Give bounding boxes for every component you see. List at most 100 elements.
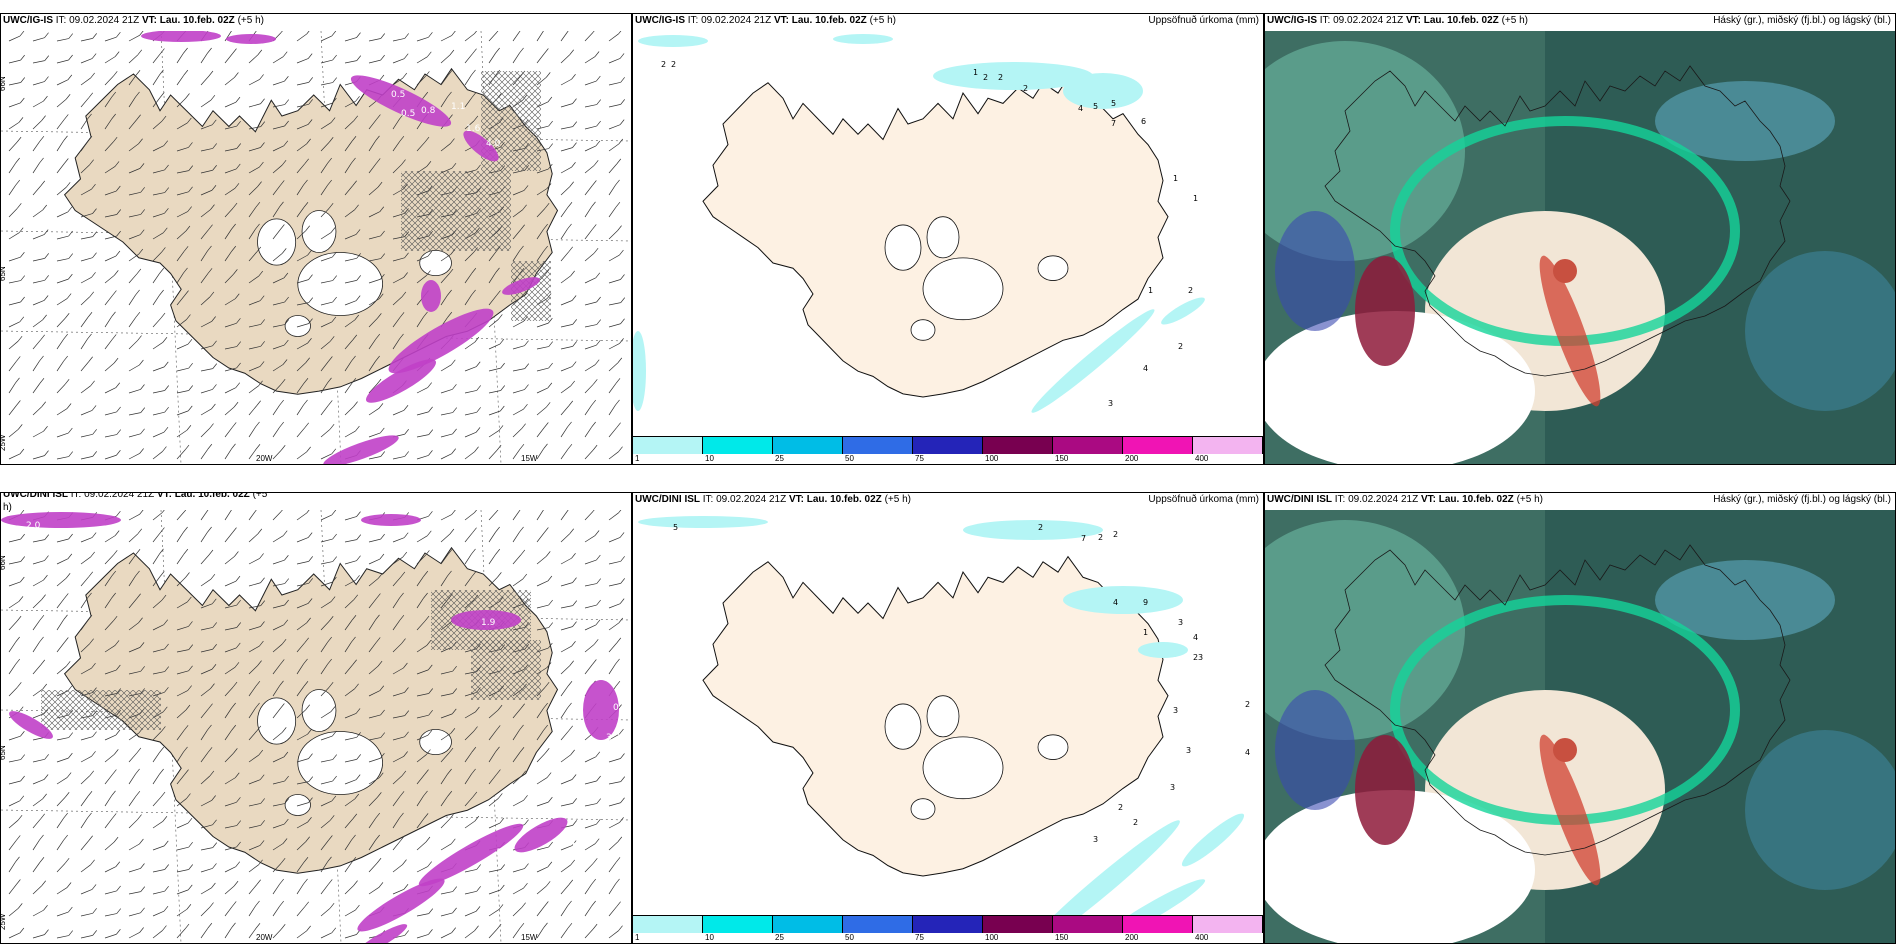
legend-swatch [633, 437, 703, 454]
legend-tick: 400 [1195, 454, 1209, 463]
panel-title: UWC/IG-IS IT: 09.02.2024 21Z VT: Lau. 10… [635, 15, 896, 26]
glacier [926, 695, 960, 738]
precip-legend: 1 10 25 50 75 100 150 200 400 [633, 436, 1263, 464]
precip-label: 2 [1133, 818, 1138, 827]
panel-subtitle: Háský (gr.), miðský (fj.bl.) og lágský (… [1713, 15, 1891, 26]
legend-swatch [843, 437, 913, 454]
precip-area [1181, 813, 1245, 867]
precip-label: 6 [1141, 117, 1146, 126]
precip-blob [421, 280, 441, 312]
glacier [1037, 255, 1069, 281]
legend-tick: 100 [985, 933, 999, 942]
contour-label: 0.5 [401, 109, 415, 119]
precip-label: 2 [661, 60, 666, 69]
precip-blob [350, 75, 452, 127]
legend-swatch [913, 437, 983, 454]
precip-label: 3 [1186, 746, 1191, 755]
precip-label: 5 [673, 523, 678, 532]
contour-label: 1.1 [451, 102, 465, 112]
panel-precip-bottom: UWC/DINI ISL IT: 09.02.2024 21Z VT: Lau.… [632, 492, 1264, 944]
glacier [301, 210, 337, 253]
contour-label: 2.0 [491, 374, 506, 384]
contour-label: 1.2 [406, 528, 420, 538]
precip-area [1031, 309, 1155, 413]
precip-label: 2 [1113, 530, 1118, 539]
panel-precip-top: UWC/IG-IS IT: 09.02.2024 21Z VT: Lau. 10… [632, 13, 1264, 465]
cloud-mid [1745, 251, 1895, 411]
precip-blob [357, 878, 445, 932]
panel-title: UWC/IG-IS IT: 09.02.2024 21Z VT: Lau. 10… [1267, 15, 1528, 26]
low-cloud [1355, 735, 1415, 845]
precip-blob [451, 610, 521, 630]
hatch-area [471, 640, 541, 700]
legend-swatch [1053, 437, 1123, 454]
precip-blob [141, 31, 221, 42]
legend-swatch [703, 437, 773, 454]
legend-swatch [843, 916, 913, 933]
clear-sea [1265, 311, 1535, 464]
precip-label: 2 [1188, 286, 1193, 295]
legend-swatch [773, 916, 843, 933]
precip-label: 1 [1173, 174, 1178, 183]
cloud-mid [1655, 560, 1835, 640]
contour-label: 0.5 [613, 703, 627, 713]
precip-label: 2 [1118, 803, 1123, 812]
legend-swatch [1193, 916, 1263, 933]
cloud-mid [1265, 41, 1465, 261]
precip-label: 2 [1193, 653, 1198, 662]
legend-swatch [1053, 916, 1123, 933]
precip-label: 3 [1198, 653, 1203, 662]
precip-area [833, 34, 893, 44]
glacier [884, 224, 922, 271]
precip-label: 4 [1193, 633, 1198, 642]
precip-label: 4 [1078, 104, 1083, 113]
panel-wind-top: UWC/IG-IS IT: 09.02.2024 21Z VT: Lau. 10… [0, 13, 632, 465]
precip-blob [1, 512, 121, 528]
wind-map: 2.0 1.2 1.9 0.5 3.2 2.4 1.8 1.5 66N 65N 25W 20W 15W [1, 510, 631, 943]
glacier [910, 319, 936, 341]
lon-label: 25W [1, 913, 7, 930]
glacier [297, 252, 383, 316]
precip-blob [418, 823, 524, 887]
legend-swatch [1123, 437, 1193, 454]
legend-tick: 75 [915, 933, 924, 942]
glacier [419, 729, 452, 755]
lon-label: 25W [1, 434, 7, 451]
cloud-mid [1745, 730, 1895, 890]
glacier [1037, 734, 1069, 760]
precip-area [638, 35, 708, 47]
precip-label: 9 [1143, 598, 1148, 607]
legend-tick: 200 [1125, 454, 1139, 463]
precip-label: 7 [1081, 534, 1086, 543]
precip-area [933, 62, 1093, 90]
precip-label: 1 [1193, 194, 1198, 203]
legend-tick: 25 [775, 454, 784, 463]
legend-tick: 50 [845, 933, 854, 942]
panel-title-wrap: h) [3, 502, 12, 513]
contour-label: 3.2 [606, 733, 620, 743]
legend-tick: 10 [705, 454, 714, 463]
legend-tick: 400 [1195, 933, 1209, 942]
precip-area [1161, 297, 1205, 325]
hatch-area [401, 171, 511, 251]
panel-title: UWC/DINI ISL IT: 09.02.2024 21Z VT: Lau.… [635, 494, 911, 505]
panel-wind-bottom: UWC/DINI ISL IT: 09.02.2024 21Z VT: Lau.… [0, 492, 632, 944]
panel-subtitle: Háský (gr.), miðský (fj.bl.) og lágský (… [1713, 494, 1891, 505]
panel-clouds-top: UWC/IG-IS IT: 09.02.2024 21Z VT: Lau. 10… [1264, 13, 1896, 465]
contour-label: 0.8 [421, 106, 436, 116]
legend-swatch [703, 916, 773, 933]
panel-clouds-bottom: UWC/DINI ISL IT: 09.02.2024 21Z VT: Lau.… [1264, 492, 1896, 944]
precip-label: 1 [1143, 628, 1148, 637]
glacier [284, 315, 311, 337]
precip-blob [366, 359, 436, 403]
panel-subtitle: Uppsöfnuð úrkoma (mm) [1148, 494, 1259, 505]
legend-swatch [1193, 437, 1263, 454]
precip-blob [226, 34, 276, 44]
panel-title: UWC/IG-IS IT: 09.02.2024 21Z VT: Lau. 10… [3, 15, 264, 26]
cloud-map [1265, 31, 1895, 464]
contour-label: 1.9 [481, 618, 496, 628]
contour-label: 1.8 [471, 873, 486, 883]
lat-label: 66N [1, 555, 7, 570]
legend-ticks: 1 10 25 50 75 100 150 200 400 [633, 933, 1263, 943]
